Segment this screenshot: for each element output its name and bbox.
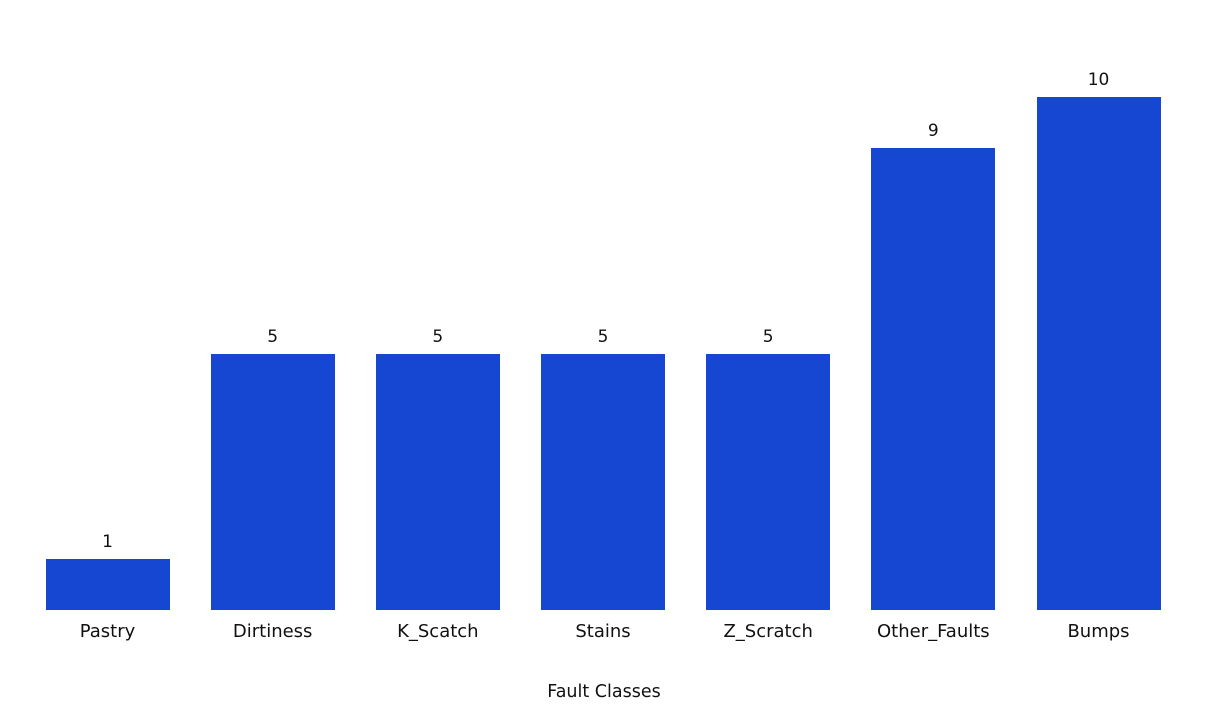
bar bbox=[210, 353, 335, 610]
category-label: K_Scatch bbox=[397, 621, 479, 642]
bar-value-label: 5 bbox=[597, 326, 609, 347]
bar bbox=[706, 353, 831, 610]
bar-value-label: 10 bbox=[1087, 70, 1110, 90]
bar bbox=[871, 148, 996, 610]
x-axis-title: Fault Classes bbox=[547, 682, 661, 702]
category-label: Stains bbox=[575, 621, 631, 642]
category-label: Pastry bbox=[79, 621, 136, 642]
bar-value-label: 1 bbox=[102, 531, 113, 552]
category-label: Dirtiness bbox=[232, 621, 313, 642]
category-label: Bumps bbox=[1067, 621, 1130, 642]
bar bbox=[1036, 97, 1161, 610]
bar-value-label: 9 bbox=[927, 121, 939, 142]
bar-value-label: 5 bbox=[432, 326, 444, 347]
category-label: Z_Scratch bbox=[723, 621, 813, 642]
bar bbox=[375, 353, 500, 610]
category-label: Other_Faults bbox=[877, 621, 990, 642]
bar bbox=[541, 353, 665, 610]
bar-value-label: 5 bbox=[267, 326, 279, 347]
bar-value-label: 5 bbox=[762, 326, 774, 347]
bar bbox=[45, 558, 170, 610]
